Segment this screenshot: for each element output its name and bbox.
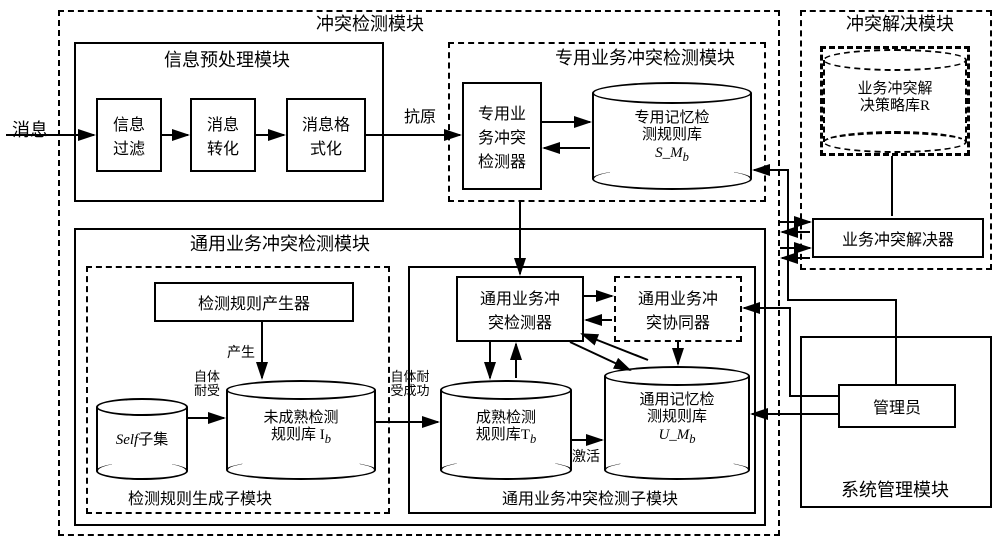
msg-in-label: 消息 [6, 120, 54, 142]
activate-label: 激活 [564, 450, 608, 467]
policy-repo-l1: 业务冲突解 [857, 81, 932, 97]
info-filter-label: 信息 过滤 [113, 111, 145, 159]
mature-cyl: 成熟检测 规则库Tb [440, 380, 572, 480]
dedicated-memory-sub: b [683, 150, 689, 164]
general-coordinator-label: 通用业务冲 突协同器 [638, 285, 718, 333]
policy-repo-cyl: 业务冲突解 决策略库R [820, 46, 970, 156]
rule-generator-block: 检测规则产生器 [154, 282, 354, 322]
mature-sub: b [530, 432, 536, 446]
msg-transform-label: 消息 转化 [207, 111, 239, 159]
dedicated-memory-l1: 专用记忆检 [634, 110, 709, 126]
general-detect-title: 通用业务冲突检测模块 [170, 234, 390, 256]
dedicated-detector-label: 专用业 务冲突 检测器 [478, 100, 526, 172]
self-tolerate-success-label: 自体耐 受成功 [380, 370, 440, 399]
general-memory-sub: b [689, 432, 695, 446]
msg-transform-block: 消息 转化 [190, 98, 256, 172]
conflict-detect-title: 冲突检测模块 [280, 14, 460, 36]
msg-format-label: 消息格 式化 [302, 111, 350, 159]
general-detector-block: 通用业务冲 突检测器 [456, 276, 584, 342]
admin-block: 管理员 [838, 384, 956, 428]
immature-l1: 未成熟检测 [263, 410, 338, 426]
mature-l2: 规则库T [476, 427, 530, 443]
policy-repo-l2: 决策略库R [860, 98, 930, 114]
dedicated-memory-l2: 测规则库 [642, 127, 702, 143]
rule-gen-sub-title: 检测规则生成子模块 [110, 490, 290, 509]
immature-cyl: 未成熟检测 规则库 Ib [226, 380, 376, 480]
admin-label: 管理员 [873, 394, 921, 418]
antigen-label: 抗原 [396, 108, 444, 127]
general-memory-l1: 通用记忆检 [639, 392, 714, 408]
self-subset-cyl: Self子集 [96, 398, 188, 480]
conflict-resolve-title: 冲突解决模块 [820, 14, 980, 36]
rule-generator-label: 检测规则产生器 [198, 290, 310, 314]
resolver-block: 业务冲突解决器 [812, 218, 984, 258]
immature-sub: b [325, 432, 331, 446]
dedicated-detect-title: 专用业务冲突检测模块 [540, 48, 750, 70]
produce-label: 产生 [220, 346, 262, 363]
mature-l1: 成熟检测 [476, 410, 536, 426]
preprocess-title: 信息预处理模块 [142, 50, 312, 72]
info-filter-block: 信息 过滤 [96, 98, 162, 172]
general-detect-sub-title: 通用业务冲突检测子模块 [480, 490, 700, 509]
general-memory-l2: 测规则库 [647, 409, 707, 425]
resolver-label: 业务冲突解决器 [842, 226, 954, 250]
dedicated-detector-block: 专用业 务冲突 检测器 [462, 82, 542, 190]
msg-format-block: 消息格 式化 [286, 98, 366, 172]
general-detector-label: 通用业务冲 突检测器 [480, 285, 560, 333]
self-tolerate-label: 自体 耐受 [184, 370, 230, 399]
general-coordinator-block: 通用业务冲 突协同器 [614, 276, 742, 342]
dedicated-memory-cyl: 专用记忆检 测规则库 S_Mb [592, 82, 752, 190]
dedicated-memory-l3: S_M [655, 145, 683, 161]
general-memory-l3: U_M [658, 427, 689, 443]
sys-manage-title: 系统管理模块 [830, 480, 960, 502]
general-memory-cyl: 通用记忆检 测规则库 U_Mb [604, 366, 750, 480]
immature-l2: 规则库 I [271, 427, 325, 443]
